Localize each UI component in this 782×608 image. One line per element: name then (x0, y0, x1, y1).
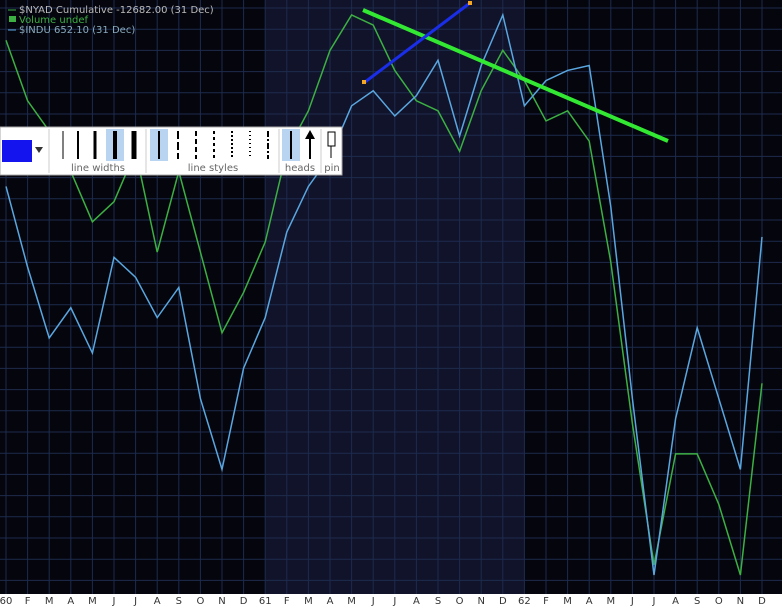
x-tick-label: M (606, 596, 615, 607)
x-tick-label: N (218, 596, 225, 607)
x-tick-label: O (456, 596, 464, 607)
x-tick-label: A (327, 596, 334, 607)
x-tick-label: J (392, 596, 396, 607)
toolbar-label: pin (324, 163, 339, 174)
line-styles[interactable] (150, 129, 269, 161)
legend-entry: Volume undef (19, 15, 89, 26)
x-tick-label: M (347, 596, 356, 607)
toolbar: line widths line styles heads pin (0, 126, 343, 176)
toolbar-label: line widths (71, 163, 125, 174)
trend-line[interactable] (364, 1, 471, 84)
dropdown-arrow[interactable] (35, 147, 43, 153)
toolbar-label: heads (285, 163, 315, 174)
x-axis-bg (0, 594, 782, 608)
x-tick-label: A (154, 596, 161, 607)
x-tick-label: A (67, 596, 74, 607)
line-widths[interactable] (62, 129, 137, 161)
trend-line[interactable] (362, 8, 669, 143)
x-tick-label: M (304, 596, 313, 607)
x-tick-label: D (240, 596, 248, 607)
x-tick-label: N (737, 596, 744, 607)
x-tick-label: J (112, 596, 116, 607)
toolbar-label: line styles (188, 163, 238, 174)
x-tick-label: S (176, 596, 182, 607)
series-line (5, 12, 763, 576)
x-tick-label: O (196, 596, 204, 607)
x-tick-label: J (630, 596, 634, 607)
x-tick-label: A (672, 596, 679, 607)
x-tick-label: D (499, 596, 507, 607)
x-tick-label: N (477, 596, 484, 607)
heads-arrow (305, 130, 315, 139)
x-tick-label: M (45, 596, 54, 607)
x-tick-label: O (715, 596, 723, 607)
x-tick-label: F (543, 596, 549, 607)
x-tick-label: 61 (259, 596, 272, 607)
legend-entry: $INDU 652.10 (31 Dec) (19, 25, 135, 36)
handle[interactable] (362, 80, 366, 84)
x-tick-label: F (284, 596, 290, 607)
x-tick-label: S (435, 596, 441, 607)
color-swatch[interactable] (2, 140, 32, 162)
legend: $NYAD Cumulative -12682.00 (31 Dec) Volu… (8, 5, 214, 36)
x-tick-label: F (25, 596, 31, 607)
x-tick-label: A (586, 596, 593, 607)
x-tick-label: A (413, 596, 420, 607)
legend-entry: $NYAD Cumulative -12682.00 (31 Dec) (19, 5, 214, 16)
x-tick-label: 60 (0, 596, 12, 607)
legend-swatch (9, 16, 16, 22)
handle[interactable] (468, 1, 472, 5)
x-tick-label: M (563, 596, 572, 607)
x-tick-label: 62 (518, 596, 531, 607)
x-tick-label: J (371, 596, 375, 607)
x-tick-label: J (133, 596, 137, 607)
x-tick-label: D (758, 596, 766, 607)
x-tick-label: J (652, 596, 656, 607)
x-tick-label: S (694, 596, 700, 607)
x-tick-label: M (88, 596, 97, 607)
